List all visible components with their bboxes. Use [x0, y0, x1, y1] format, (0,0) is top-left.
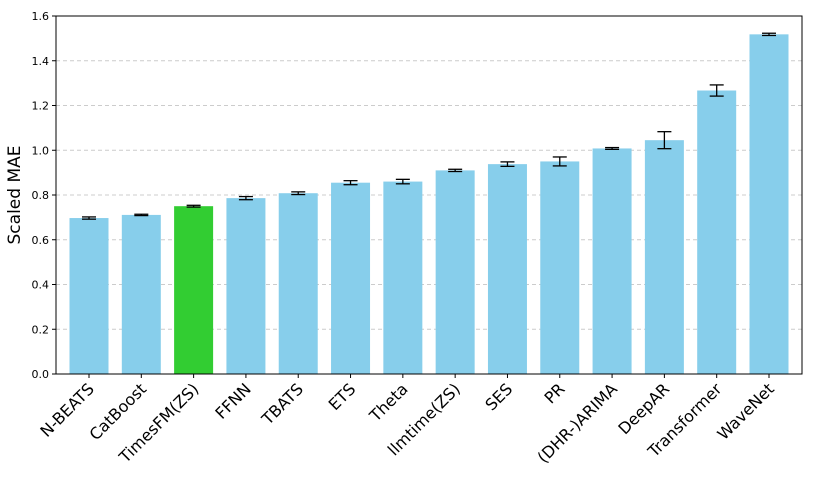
- bar-catboost: [121, 214, 161, 374]
- x-tick-label: PR: [540, 379, 568, 407]
- bar-tbats: [278, 193, 318, 374]
- bar-ets: [331, 182, 371, 374]
- x-tick-label: SES: [481, 379, 516, 414]
- y-tick-label: 1.6: [32, 10, 50, 23]
- y-axis-ticks: 0.0 0.2 0.4 0.6 0.8 1.0 1.2 1.4 1.6: [32, 10, 56, 381]
- grid-lines: [56, 60, 802, 330]
- y-tick-label: 1.2: [32, 100, 50, 113]
- x-tick-label: WaveNet: [713, 379, 777, 443]
- bar-n-beats: [69, 218, 109, 374]
- bar-deepar: [644, 140, 684, 374]
- bar-ses: [487, 164, 527, 374]
- x-tick-label: TBATS: [257, 379, 307, 429]
- y-tick-label: 0.4: [32, 279, 50, 292]
- x-tick-label: Theta: [365, 379, 412, 426]
- y-tick-label: 0.8: [32, 189, 50, 202]
- y-tick-label: 1.0: [32, 144, 50, 157]
- y-tick-label: 0.6: [32, 234, 50, 247]
- bar-wavenet: [749, 34, 789, 374]
- bar-dhr-arima: [592, 148, 632, 374]
- y-tick-label: 1.4: [32, 55, 50, 68]
- x-tick-label: ETS: [325, 379, 360, 414]
- y-axis-label: Scaled MAE: [5, 146, 25, 245]
- error-bars: [82, 32, 776, 220]
- y-tick-label: 0.2: [32, 323, 50, 336]
- y-tick-label: 0.0: [32, 368, 50, 381]
- bar-theta: [383, 181, 423, 374]
- bar-llmtime-zs: [435, 170, 475, 374]
- x-tick-label: FFNN: [211, 379, 254, 422]
- bar-timesfm-zs: [174, 206, 214, 374]
- bar-ffnn: [226, 198, 266, 374]
- bar-pr: [540, 161, 580, 374]
- bar-transformer: [697, 90, 737, 374]
- bars: [69, 34, 789, 374]
